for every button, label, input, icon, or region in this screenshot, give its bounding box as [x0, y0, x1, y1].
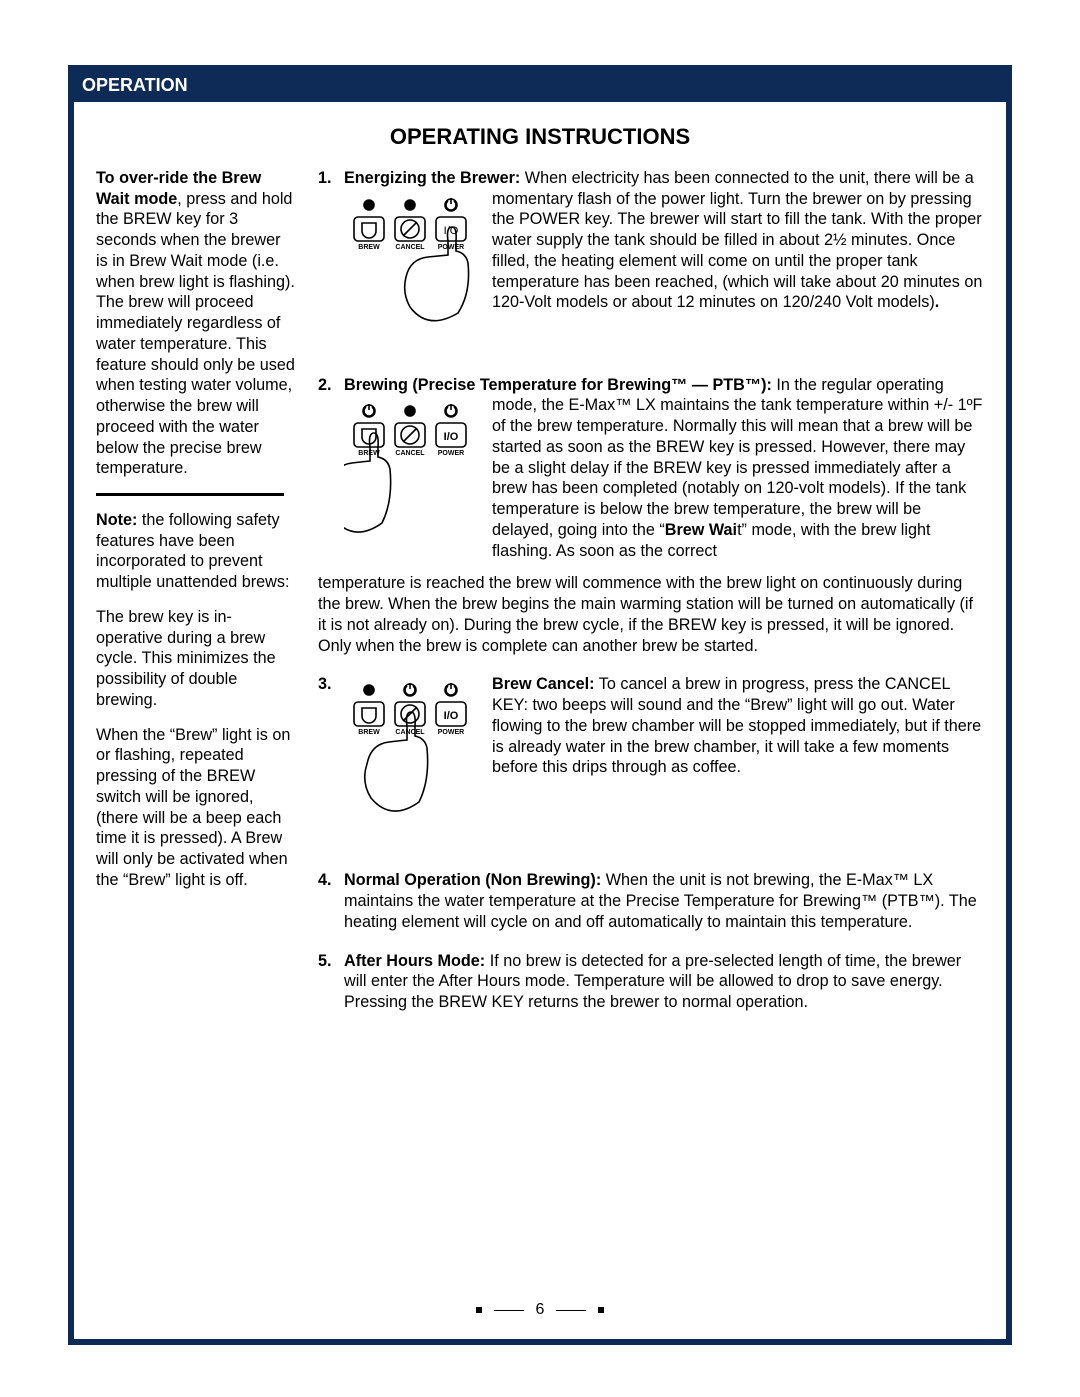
instruction-item-3: 3. Brew Cancel: To cancel a brew in prog…	[318, 674, 984, 852]
svg-text:BREW: BREW	[358, 729, 380, 736]
item-heading: Energizing the Brewer:	[344, 169, 520, 187]
instruction-item-4: 4. Normal Operation (Non Brewing): When …	[318, 870, 984, 932]
item-number: 3.	[318, 674, 332, 695]
instruction-item-1: 1. Energizing the Brewer: When electrici…	[318, 168, 984, 357]
svg-text:I/O: I/O	[444, 431, 459, 443]
sidebar-para-4: When the “Brew” light is on or flashing,…	[96, 725, 296, 891]
svg-text:I/O: I/O	[444, 710, 459, 722]
sidebar-override-rest: , press and hold the BREW key for 3 seco…	[96, 190, 295, 478]
svg-text:POWER: POWER	[438, 729, 464, 736]
sidebar: To over-ride the Brew Wait mode, press a…	[96, 168, 296, 1295]
item-number: 5.	[318, 951, 332, 972]
item-heading: After Hours Mode:	[344, 952, 485, 970]
svg-text:CANCEL: CANCEL	[395, 729, 425, 736]
section-header: OPERATION	[74, 71, 1006, 102]
item-text-pre: To cancel a brew in progress, press the …	[595, 675, 950, 693]
item-text-post: temperature within +/- 1ºF of the brew t…	[492, 396, 982, 538]
svg-text:BREW: BREW	[358, 450, 380, 457]
main-column: 1. Energizing the Brewer: When electrici…	[318, 168, 984, 1295]
sidebar-override-para: To over-ride the Brew Wait mode, press a…	[96, 168, 296, 479]
svg-text:CANCEL: CANCEL	[395, 244, 425, 251]
body-columns: To over-ride the Brew Wait mode, press a…	[96, 168, 984, 1295]
footer-dot-right	[598, 1307, 604, 1313]
page-number: 6	[536, 1301, 545, 1319]
brew-wait-bold: Brew Wai	[665, 521, 737, 539]
item-number: 4.	[318, 870, 332, 891]
instruction-item-2: 2. Brewing (Precise Temperature for Brew…	[318, 375, 984, 657]
item-heading: Brew Cancel:	[492, 675, 595, 693]
page-title: OPERATING INSTRUCTIONS	[96, 124, 984, 150]
page-footer: 6	[96, 1295, 984, 1319]
control-panel-figure-brew: I/O BREW CANCEL POWER	[344, 399, 480, 569]
item-text-wrap: temperature is reached the brew will com…	[318, 573, 984, 656]
instruction-item-5: 5. After Hours Mode: If no brew is detec…	[318, 951, 984, 1013]
svg-text:POWER: POWER	[438, 450, 464, 457]
sidebar-note-para: Note: the following safety features have…	[96, 510, 296, 593]
item-heading: Brewing (Precise Temperature for Brewing…	[344, 376, 772, 394]
sidebar-para-3: The brew key is in-operative during a br…	[96, 607, 296, 711]
svg-text:CANCEL: CANCEL	[395, 450, 425, 457]
item-heading: Normal Operation (Non Brewing):	[344, 871, 601, 889]
page-outer: OPERATION OPERATING INSTRUCTIONS To over…	[0, 0, 1080, 1397]
section-header-text: OPERATION	[82, 75, 188, 95]
item-number: 1.	[318, 168, 332, 189]
svg-text:POWER: POWER	[438, 244, 464, 251]
page-frame: OPERATION OPERATING INSTRUCTIONS To over…	[68, 65, 1012, 1345]
footer-dot-left	[476, 1307, 482, 1313]
sidebar-note-lead: Note:	[96, 511, 137, 529]
control-panel-figure-cancel: I/O BREW CANCEL POWER	[344, 678, 480, 848]
item-text-post: KEY: two beeps will sound and the “Brew”…	[492, 696, 981, 776]
footer-rule-left	[494, 1310, 524, 1311]
instruction-list: 1. Energizing the Brewer: When electrici…	[318, 168, 984, 1013]
control-panel-figure-power: I/O BREWCANCELPOWER	[344, 193, 480, 353]
item-tail-bold: .	[935, 293, 940, 311]
sidebar-divider	[96, 493, 284, 496]
svg-text:BREW: BREW	[358, 244, 380, 251]
item-number: 2.	[318, 375, 332, 396]
footer-rule-right	[556, 1310, 586, 1311]
